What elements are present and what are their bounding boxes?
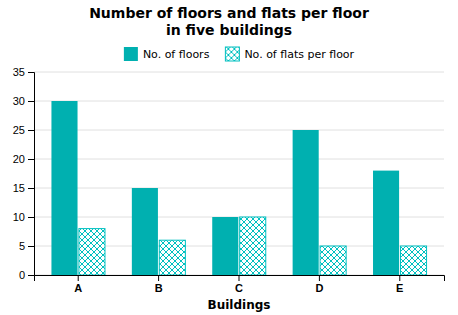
x-tick-mark bbox=[78, 275, 79, 281]
bar-series bbox=[79, 217, 427, 275]
y-tick: 35 bbox=[13, 66, 34, 78]
legend-swatch bbox=[124, 47, 138, 61]
x-tick-mark bbox=[399, 275, 400, 281]
legend-label: No. of flats per floor bbox=[244, 48, 354, 61]
x-axis: A B C D E bbox=[35, 275, 445, 294]
x-axis-title: Buildings bbox=[208, 298, 271, 312]
grid-line bbox=[34, 72, 444, 73]
legend-swatch bbox=[225, 47, 239, 61]
x-tick-mark bbox=[319, 275, 320, 281]
x-tick: B bbox=[155, 275, 163, 294]
y-tick: 25 bbox=[13, 124, 34, 136]
y-tick-mark bbox=[28, 72, 34, 73]
x-tick-mark bbox=[239, 275, 240, 281]
bar bbox=[400, 246, 426, 275]
y-tick-mark bbox=[28, 275, 34, 276]
x-tick: A bbox=[74, 275, 82, 294]
y-axis: 0 5 10 15 20 25 30 35 bbox=[13, 66, 35, 281]
y-tick-label: 20 bbox=[13, 153, 25, 165]
bar bbox=[132, 188, 158, 275]
grid bbox=[34, 72, 444, 275]
y-tick: 0 bbox=[19, 269, 34, 281]
y-tick: 10 bbox=[13, 211, 34, 223]
x-tick: D bbox=[315, 275, 323, 294]
y-tick-label: 10 bbox=[13, 211, 25, 223]
grid-line bbox=[34, 101, 444, 102]
x-tick-label: B bbox=[155, 282, 163, 294]
bar-series bbox=[51, 101, 399, 275]
bars bbox=[51, 101, 426, 275]
y-tick-label: 15 bbox=[13, 182, 25, 194]
grid-line bbox=[34, 130, 444, 131]
y-tick-label: 5 bbox=[19, 240, 25, 252]
x-tick-mark bbox=[158, 275, 159, 281]
title: Number of floors and flats per floorin f… bbox=[89, 5, 369, 38]
x-tick: E bbox=[396, 275, 403, 294]
bar bbox=[51, 101, 77, 275]
y-tick: 20 bbox=[13, 153, 34, 165]
bar bbox=[293, 130, 319, 275]
y-tick-label: 25 bbox=[13, 124, 25, 136]
legend: No. of floors No. of flats per floor bbox=[124, 47, 355, 61]
y-tick-mark bbox=[28, 130, 34, 131]
y-tick-label: 0 bbox=[19, 269, 25, 281]
x-tick: C bbox=[235, 275, 243, 294]
x-axis-line bbox=[35, 276, 445, 282]
y-tick: 5 bbox=[19, 240, 34, 252]
bar bbox=[79, 229, 105, 275]
x-tick-label: D bbox=[315, 282, 323, 294]
y-tick-mark bbox=[28, 246, 34, 247]
grid-line bbox=[34, 159, 444, 160]
chart: 0 5 10 15 20 25 30 35 A B C D E Buildings Number of fl… bbox=[0, 0, 458, 315]
y-tick: 15 bbox=[13, 182, 34, 194]
bar bbox=[159, 240, 185, 275]
bar bbox=[240, 217, 266, 275]
bar bbox=[373, 171, 399, 275]
x-tick-label: C bbox=[235, 282, 243, 294]
y-tick-label: 35 bbox=[13, 66, 25, 78]
y-tick-mark bbox=[28, 101, 34, 102]
x-tick-label: E bbox=[396, 282, 403, 294]
y-tick-label: 30 bbox=[13, 95, 25, 107]
legend-item: No. of flats per floor bbox=[225, 47, 354, 61]
legend-label: No. of floors bbox=[143, 48, 210, 61]
bar bbox=[212, 217, 238, 275]
y-tick: 30 bbox=[13, 95, 34, 107]
legend-item: No. of floors bbox=[124, 47, 210, 61]
y-tick-mark bbox=[28, 188, 34, 189]
plot: 0 5 10 15 20 25 30 35 A B C D E bbox=[13, 66, 445, 294]
y-tick-mark bbox=[28, 159, 34, 160]
y-tick-mark bbox=[28, 217, 34, 218]
x-tick-label: A bbox=[74, 282, 82, 294]
bar bbox=[320, 246, 346, 275]
y-axis-line bbox=[28, 73, 35, 276]
